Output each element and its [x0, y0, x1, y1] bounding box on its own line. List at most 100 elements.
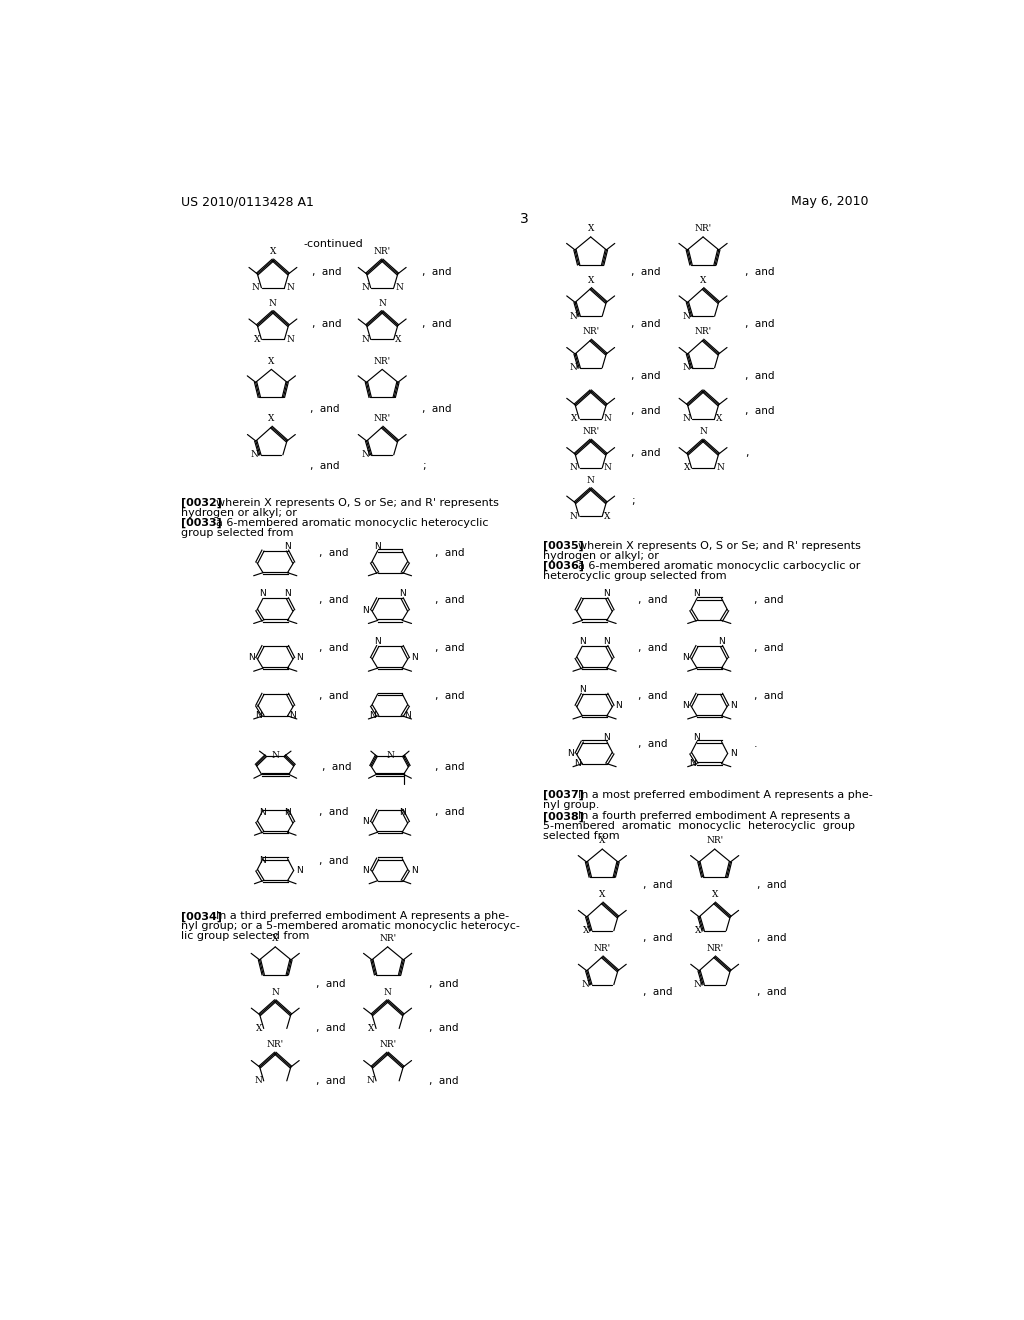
- Text: ,  and: , and: [757, 987, 786, 998]
- Text: N: N: [296, 653, 303, 663]
- Text: ,  and: , and: [435, 643, 465, 653]
- Text: ,  and: , and: [310, 404, 340, 413]
- Text: N: N: [362, 606, 370, 615]
- Text: ,  and: , and: [310, 462, 340, 471]
- Text: a 6-membered aromatic monocyclic carbocyclic or: a 6-membered aromatic monocyclic carbocy…: [570, 561, 860, 572]
- Text: N: N: [367, 1076, 375, 1085]
- Text: X: X: [369, 1024, 375, 1034]
- Text: [0035]: [0035]: [543, 541, 584, 552]
- Text: N: N: [248, 653, 255, 663]
- Text: X: X: [699, 276, 707, 285]
- Text: N: N: [289, 711, 296, 721]
- Text: 3: 3: [520, 213, 529, 226]
- Text: X: X: [599, 837, 605, 845]
- Text: ;: ;: [631, 496, 635, 506]
- Text: ,  and: , and: [429, 1076, 459, 1086]
- Text: selected from: selected from: [543, 832, 620, 841]
- Text: ,  and: , and: [318, 855, 348, 866]
- Text: ,  and: , and: [318, 690, 348, 701]
- Text: X: X: [588, 276, 594, 285]
- Text: N: N: [587, 477, 595, 484]
- Text: ,  and: , and: [435, 762, 465, 772]
- Text: ,  and: , and: [435, 807, 465, 817]
- Text: X: X: [256, 1024, 262, 1034]
- Text: N: N: [271, 987, 280, 997]
- Text: N: N: [252, 284, 260, 292]
- Text: ,  and: , and: [423, 404, 452, 413]
- Text: N: N: [361, 335, 369, 343]
- Text: NR': NR': [694, 224, 712, 234]
- Text: X: X: [395, 335, 401, 343]
- Text: ,  and: , and: [744, 319, 774, 329]
- Text: ,  and: , and: [315, 1023, 345, 1034]
- Text: In a most preferred embodiment A represents a phe-: In a most preferred embodiment A represe…: [570, 789, 872, 800]
- Text: X: X: [604, 512, 610, 521]
- Text: N: N: [693, 733, 700, 742]
- Text: ,  and: , and: [315, 1076, 345, 1086]
- Text: NR': NR': [694, 327, 712, 337]
- Text: NR': NR': [594, 944, 611, 953]
- Text: N: N: [718, 638, 725, 645]
- Text: lic group selected from: lic group selected from: [180, 932, 309, 941]
- Text: N: N: [370, 711, 376, 721]
- Text: N: N: [569, 312, 578, 321]
- Text: ,  and: , and: [638, 643, 668, 653]
- Text: hydrogen or alkyl; or: hydrogen or alkyl; or: [180, 508, 297, 517]
- Text: ,  and: , and: [755, 690, 783, 701]
- Text: N: N: [579, 685, 586, 694]
- Text: N: N: [603, 733, 610, 742]
- Text: N: N: [682, 312, 690, 321]
- Text: ,  and: , and: [429, 979, 459, 989]
- Text: In a fourth preferred embodiment A represents a: In a fourth preferred embodiment A repre…: [570, 812, 850, 821]
- Text: N: N: [255, 711, 261, 721]
- Text: N: N: [403, 711, 411, 721]
- Text: X: X: [268, 356, 274, 366]
- Text: NR': NR': [582, 327, 599, 337]
- Text: X: X: [272, 935, 279, 942]
- Text: May 6, 2010: May 6, 2010: [792, 195, 869, 209]
- Text: ,  and: , and: [631, 268, 660, 277]
- Text: N: N: [569, 363, 578, 372]
- Text: ,  and: , and: [631, 447, 660, 458]
- Text: ,  and: , and: [318, 595, 348, 606]
- Text: N: N: [603, 589, 610, 598]
- Text: NR': NR': [374, 414, 391, 424]
- Text: ,  and: , and: [423, 268, 452, 277]
- Text: ,  and: , and: [631, 319, 660, 329]
- Text: NR': NR': [707, 944, 723, 953]
- Text: X: X: [268, 414, 274, 424]
- Text: N: N: [260, 808, 266, 817]
- Text: US 2010/0113428 A1: US 2010/0113428 A1: [180, 195, 313, 209]
- Text: N: N: [615, 701, 622, 710]
- Text: NR': NR': [379, 1040, 396, 1049]
- Text: NR': NR': [582, 428, 599, 437]
- Text: ,  and: , and: [435, 548, 465, 557]
- Text: ,  and: , and: [757, 933, 786, 944]
- Text: hydrogen or alkyl; or: hydrogen or alkyl; or: [543, 552, 658, 561]
- Text: ,  and: , and: [755, 643, 783, 653]
- Text: ,  and: , and: [311, 268, 341, 277]
- Text: X: X: [599, 890, 605, 899]
- Text: N: N: [682, 701, 688, 710]
- Text: N: N: [395, 284, 403, 292]
- Text: ,: ,: [744, 447, 749, 458]
- Text: N: N: [284, 808, 291, 817]
- Text: X: X: [695, 927, 701, 935]
- Text: N: N: [682, 414, 690, 424]
- Text: X: X: [588, 224, 594, 234]
- Text: X: X: [716, 414, 723, 424]
- Text: ,  and: , and: [757, 879, 786, 890]
- Text: N: N: [699, 428, 707, 437]
- Text: ,  and: , and: [311, 319, 341, 329]
- Text: N: N: [582, 981, 589, 989]
- Text: N: N: [269, 298, 276, 308]
- Text: heterocyclic group selected from: heterocyclic group selected from: [543, 572, 726, 581]
- Text: ,  and: , and: [322, 762, 351, 772]
- Text: NR': NR': [374, 247, 391, 256]
- Text: ,  and: , and: [631, 407, 660, 416]
- Text: N: N: [375, 541, 381, 550]
- Text: N: N: [286, 335, 294, 343]
- Text: N: N: [375, 638, 381, 645]
- Text: wherein X represents O, S or Se; and R' represents: wherein X represents O, S or Se; and R' …: [570, 541, 860, 550]
- Text: N: N: [574, 759, 581, 768]
